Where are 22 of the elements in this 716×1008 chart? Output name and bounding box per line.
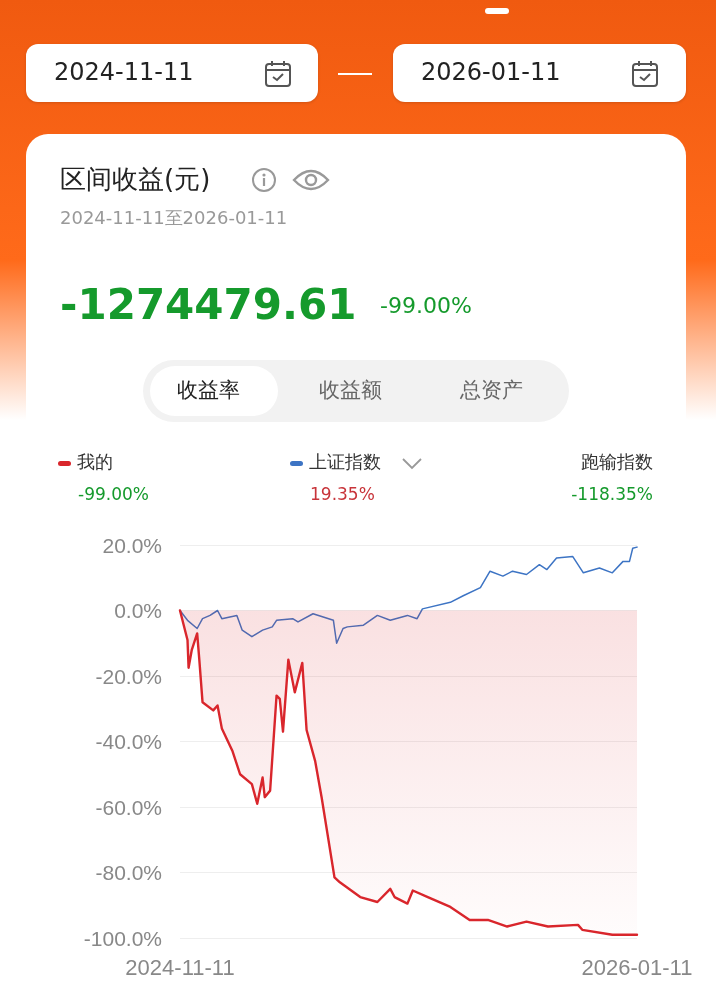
text: 总资产	[460, 377, 523, 404]
y-tick-label: -20.0%	[95, 664, 162, 688]
text: -118.35%	[571, 484, 653, 504]
y-tick-label: 0.0%	[114, 599, 162, 622]
y-tick-label: 20.0%	[102, 533, 162, 557]
y-tick-label: -60.0%	[95, 795, 162, 819]
legend-label: 我的	[76, 450, 113, 474]
text: 收益额	[319, 377, 382, 404]
chart-subtitle: 2024-11-11至2026-01-11	[60, 206, 288, 230]
text: 跑输指数	[581, 450, 653, 474]
chart-title: 区间收益(元)	[60, 163, 211, 196]
text: 2024-11-11	[54, 58, 194, 86]
y-tick-label: -40.0%	[95, 730, 162, 753]
text: 2026-01-11	[421, 58, 561, 86]
y-tick-label: -100.0%	[83, 926, 162, 950]
text: -99.00%	[380, 293, 472, 318]
legend-label: 上证指数	[308, 450, 381, 474]
text: -1274479.61	[60, 280, 357, 329]
y-tick-label: -80.0%	[95, 861, 162, 884]
text: 收益率	[177, 377, 240, 404]
text: 19.35%	[310, 484, 375, 504]
text: -99.00%	[78, 484, 149, 504]
